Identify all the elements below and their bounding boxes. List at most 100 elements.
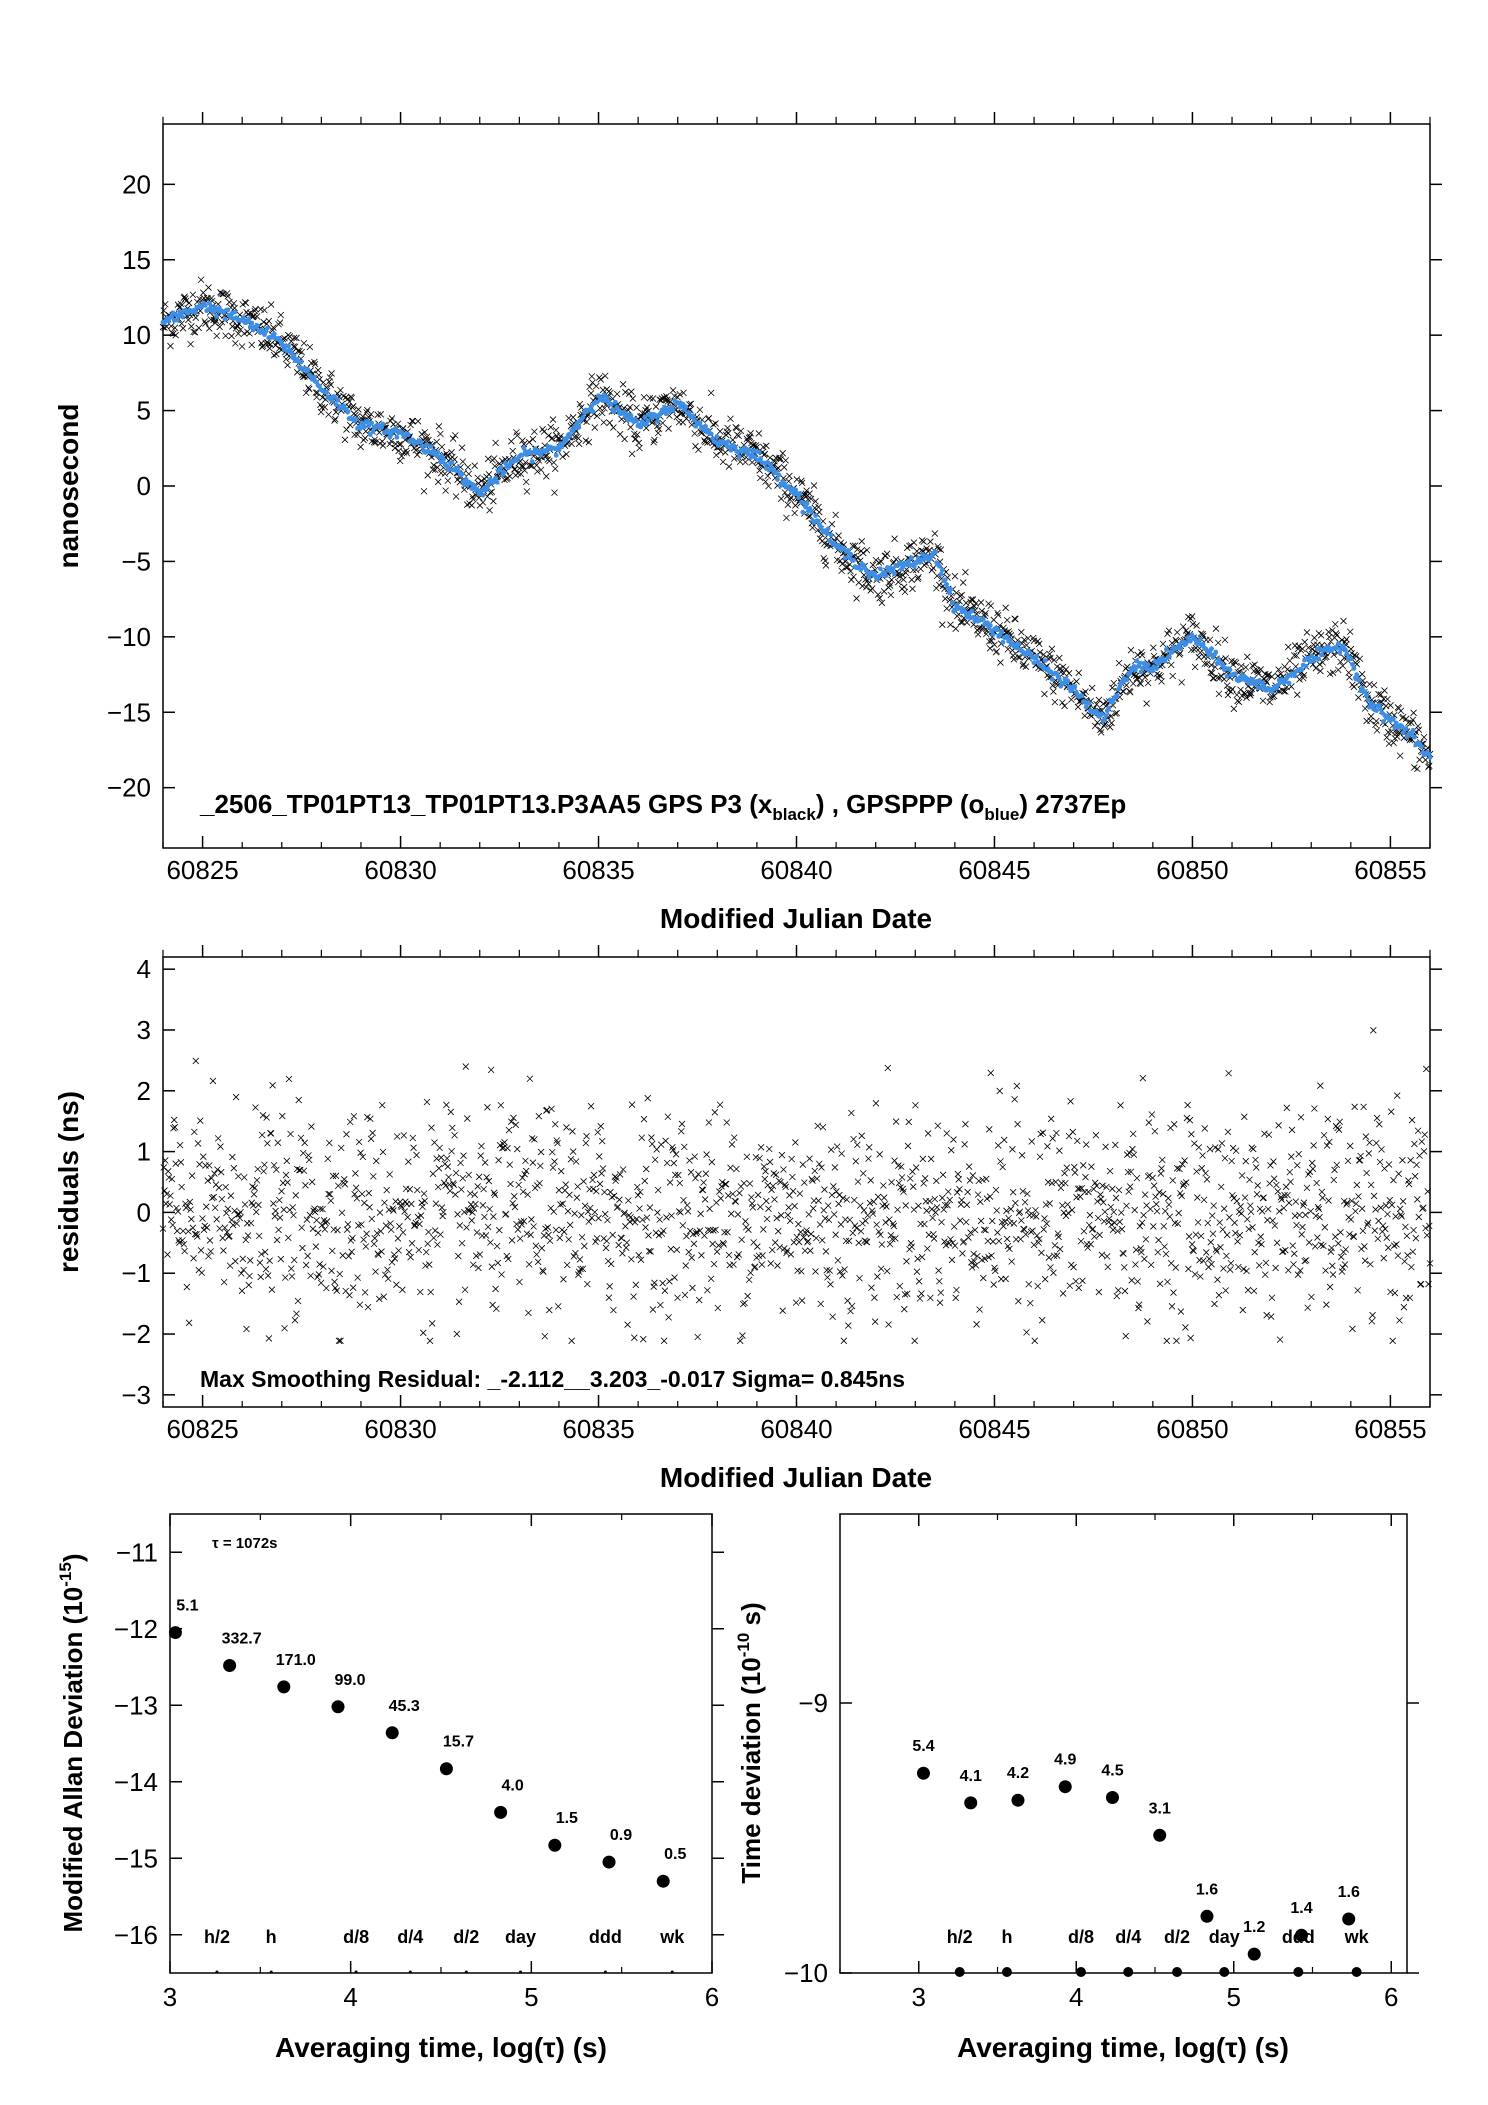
- gps-p3-point: [701, 438, 709, 446]
- gps-p3-point: [391, 444, 399, 452]
- residual-point: [993, 1207, 1001, 1214]
- residual-point: [1145, 1119, 1153, 1126]
- residual-point: [988, 1217, 996, 1225]
- gps-p3-point: [205, 325, 213, 332]
- residual-point: [985, 1126, 993, 1133]
- interval-marker-label: d/4: [397, 1927, 423, 1947]
- residual-point: [675, 1208, 683, 1215]
- residual-point: [635, 1251, 643, 1259]
- residual-point: [803, 1227, 810, 1234]
- gpsppp-point: [1348, 656, 1354, 662]
- residual-point: [1231, 1219, 1238, 1227]
- gps-p3-point: [1235, 698, 1243, 706]
- deviation-point-label: 4.5: [1101, 1763, 1123, 1780]
- residual-point: [485, 1177, 493, 1185]
- gpsppp-point: [449, 460, 455, 465]
- residual-point: [1329, 1262, 1336, 1270]
- gps-p3-point: [1214, 674, 1221, 682]
- gpsppp-point: [1427, 755, 1433, 760]
- residual-point: [724, 1192, 732, 1199]
- gpsppp-point: [1124, 677, 1130, 683]
- x-tick-label: 60845: [958, 855, 1030, 885]
- residual-point: [1238, 1172, 1246, 1179]
- deviation-point-label: 15.7: [443, 1734, 474, 1751]
- deviation-point-label: 4.0: [501, 1777, 523, 1794]
- gps-p3-point: [1415, 726, 1423, 734]
- residual-point: [567, 1156, 575, 1163]
- residual-point: [214, 1166, 221, 1173]
- gpsppp-point: [890, 566, 896, 572]
- residual-point: [827, 1146, 835, 1153]
- gpsppp-point: [169, 314, 174, 320]
- residual-point: [173, 1204, 180, 1212]
- residual-point: [688, 1254, 696, 1261]
- gps-p3-point: [421, 428, 429, 436]
- gps-p3-point: [1206, 636, 1214, 644]
- residual-point: [771, 1196, 778, 1203]
- y-tick-label: 0: [137, 1197, 151, 1227]
- gpsppp-point: [1374, 708, 1379, 713]
- residual-point: [422, 1248, 430, 1256]
- residual-point: [332, 1172, 340, 1180]
- residual-point: [704, 1286, 711, 1294]
- gps-p3-point: [416, 448, 423, 455]
- residual-point: [513, 1220, 520, 1228]
- gps-p3-point: [874, 591, 882, 598]
- residual-point: [290, 1211, 297, 1219]
- residual-point: [337, 1144, 345, 1152]
- gps-p3-point: [900, 576, 907, 583]
- gps-p3-point: [403, 449, 411, 457]
- gps-p3-point: [957, 619, 965, 626]
- residual-point: [1098, 1251, 1106, 1259]
- x-tick-label: 60825: [166, 855, 238, 885]
- gps-p3-point: [661, 396, 669, 404]
- gps-p3-point: [479, 499, 487, 506]
- residual-point: [1241, 1194, 1249, 1201]
- gpsppp-point: [1034, 654, 1040, 659]
- residual-point: [914, 1255, 921, 1263]
- gps-p3-point: [1018, 628, 1025, 636]
- gps-p3-point: [782, 457, 789, 464]
- residual-point: [1037, 1130, 1045, 1138]
- gps-p3-point: [655, 425, 663, 433]
- residual-point: [809, 1177, 816, 1184]
- residual-point: [874, 1273, 881, 1280]
- residual-point: [1387, 1108, 1395, 1115]
- gps-p3-point: [673, 413, 681, 421]
- gps-p3-point: [1061, 702, 1068, 710]
- residual-point: [869, 1210, 877, 1217]
- residuals-ylabel: residuals (ns): [53, 1091, 84, 1273]
- gpsppp-point: [205, 307, 211, 313]
- residual-point: [1200, 1196, 1208, 1204]
- gps-p3-point: [320, 379, 327, 386]
- gpsppp-point: [1275, 682, 1281, 688]
- interval-marker: [954, 1967, 965, 1977]
- gpsppp-point: [345, 409, 351, 415]
- gps-p3-point: [232, 340, 239, 347]
- gpsppp-point: [362, 424, 367, 430]
- gps-p3-point: [506, 472, 514, 480]
- residual-point: [1420, 1148, 1428, 1155]
- gpsppp-point: [455, 465, 460, 471]
- residual-point: [560, 1276, 567, 1283]
- residual-point: [683, 1232, 690, 1240]
- gps-p3-point: [1293, 652, 1300, 659]
- residual-point: [557, 1167, 565, 1175]
- gps-p3-point: [263, 320, 270, 328]
- gpsppp-point: [369, 420, 374, 426]
- residual-point: [1034, 1282, 1042, 1290]
- residual-point: [211, 1170, 218, 1177]
- gpsppp-point: [1162, 658, 1168, 664]
- gpsppp-point: [1354, 672, 1360, 678]
- residual-point: [504, 1144, 511, 1152]
- residual-point: [1091, 1233, 1098, 1240]
- residual-point: [576, 1256, 584, 1263]
- residual-point: [880, 1182, 887, 1189]
- gps-p3-point: [242, 299, 250, 307]
- gpsppp-point: [1197, 637, 1203, 642]
- residual-point: [355, 1138, 363, 1146]
- residual-point: [812, 1268, 819, 1275]
- residual-point: [379, 1148, 387, 1156]
- residual-point: [514, 1226, 522, 1233]
- residual-point: [1003, 1235, 1011, 1243]
